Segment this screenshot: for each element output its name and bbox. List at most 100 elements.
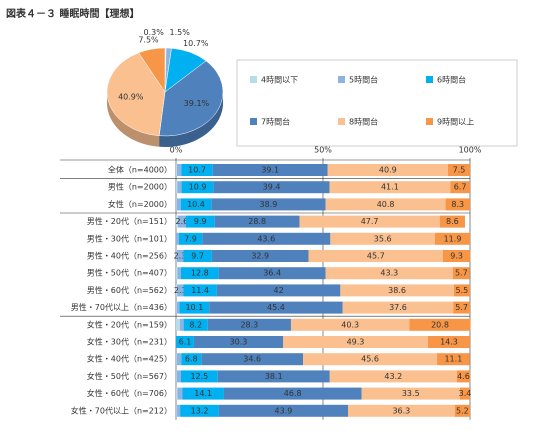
data-label: 5.7 (455, 269, 468, 278)
data-label: 6.7 (454, 183, 467, 192)
bar-segment (181, 181, 214, 194)
y-tick-label: 女性（n=2000） (108, 199, 172, 209)
data-label: 43.2 (384, 372, 402, 381)
y-tick-label: 女性・70代以上（n=212） (71, 405, 172, 415)
data-label: 12.8 (191, 269, 209, 278)
data-label: 47.7 (361, 217, 379, 226)
data-label: 38.9 (260, 200, 278, 209)
bar-segment (176, 404, 177, 417)
data-label: 40.9 (379, 166, 397, 175)
data-label: 39.1 (261, 166, 279, 175)
bar-segment (209, 301, 343, 314)
bar-segment (183, 318, 208, 331)
data-label: 2.6 (176, 217, 189, 226)
bar-segment (176, 318, 180, 331)
y-tick-label: 男性・20代（n=151） (87, 216, 172, 226)
data-label: 7.5 (453, 166, 466, 175)
data-label: 33.5 (402, 389, 420, 398)
data-label: 5.2 (456, 406, 469, 415)
data-label: 9.3 (450, 252, 463, 261)
bar-segment (183, 250, 212, 262)
data-label: 20.8 (431, 320, 449, 329)
data-label: 11.4 (191, 286, 209, 295)
bar-segment (361, 387, 461, 400)
bar-segment (452, 267, 470, 280)
bar-segment (330, 232, 436, 245)
x-tick-label: 50% (314, 146, 332, 155)
data-label: 2.3 (174, 252, 187, 261)
data-label: 8.3 (451, 200, 464, 209)
legend-label: 4時間以下 (261, 76, 298, 85)
legend-label: 5時間台 (349, 75, 378, 85)
bar-segment (427, 336, 470, 348)
bar-segment (176, 353, 177, 366)
bar-segment (177, 284, 184, 297)
bar-segment (214, 215, 300, 228)
x-tick-label: 100% (459, 146, 482, 155)
chart-title: 図表４－３ 睡眠時間【理想】 (6, 7, 139, 20)
data-label: 8.2 (189, 320, 202, 329)
bar-segment (176, 215, 179, 228)
y-tick-label: 男性・40代（n=256） (87, 251, 172, 261)
bar-segment (290, 318, 410, 331)
bar-segment (211, 250, 309, 262)
data-label: 38.6 (388, 286, 406, 295)
bar-segment (176, 232, 179, 245)
bar-segment (213, 181, 330, 194)
bar-segment (329, 370, 457, 383)
bar-segment (180, 198, 212, 211)
data-label: 36.4 (263, 269, 281, 278)
bar-segment (202, 232, 331, 245)
data-label: 11.1 (444, 355, 462, 364)
bar-segment (456, 370, 471, 383)
data-label: 6.8 (185, 355, 198, 364)
data-label: 10.9 (189, 183, 207, 192)
data-label: 32.9 (251, 252, 269, 261)
data-label: 13.2 (191, 406, 209, 415)
data-label: 10.7 (188, 166, 206, 175)
data-label: 43.3 (380, 269, 398, 278)
bar-segment (325, 198, 446, 211)
data-label: 11.9 (444, 234, 462, 243)
data-label: 7.9 (184, 234, 197, 243)
bar-segment (181, 353, 202, 366)
bar-segment (176, 164, 177, 176)
bar-segment (327, 164, 448, 176)
pie-slice (138, 47, 166, 93)
legend-swatch (338, 76, 345, 83)
y-tick-label: 女性・50代（n=567） (87, 371, 172, 381)
bar-segment (325, 267, 453, 280)
bar-segment (176, 198, 181, 211)
legend-box (236, 59, 518, 147)
legend-swatch (338, 118, 345, 125)
bar-segment (409, 318, 471, 331)
bar-segment (308, 250, 443, 262)
bar-segment (180, 267, 219, 280)
bar-segment (176, 164, 182, 176)
bar-segment (176, 387, 178, 400)
bar-segment (181, 164, 213, 176)
pie-label: 40.9% (118, 92, 144, 101)
pie-slice (106, 52, 166, 137)
bar-segment (223, 387, 362, 400)
bar-segment (182, 387, 224, 400)
legend-swatch (250, 76, 257, 83)
bar-segment (177, 181, 182, 194)
bar-segment (217, 370, 330, 383)
bar-segment (176, 404, 181, 417)
y-tick-label: 女性・30代（n=231） (87, 337, 172, 347)
data-label: 9.9 (194, 217, 207, 226)
data-label: 39.4 (263, 183, 281, 192)
pie-label: 1.5% (170, 28, 191, 37)
bar-segment (183, 284, 217, 297)
bar-segment (216, 284, 341, 297)
legend-swatch (426, 118, 433, 125)
bar-segment (177, 387, 183, 400)
bar-segment (176, 250, 177, 262)
pie-label: 39.1% (184, 99, 210, 108)
data-label: 28.3 (240, 320, 258, 329)
bar-segment (453, 284, 470, 297)
data-label: 34.6 (243, 355, 261, 364)
y-tick-label: 女性・40代（n=425） (87, 354, 172, 364)
